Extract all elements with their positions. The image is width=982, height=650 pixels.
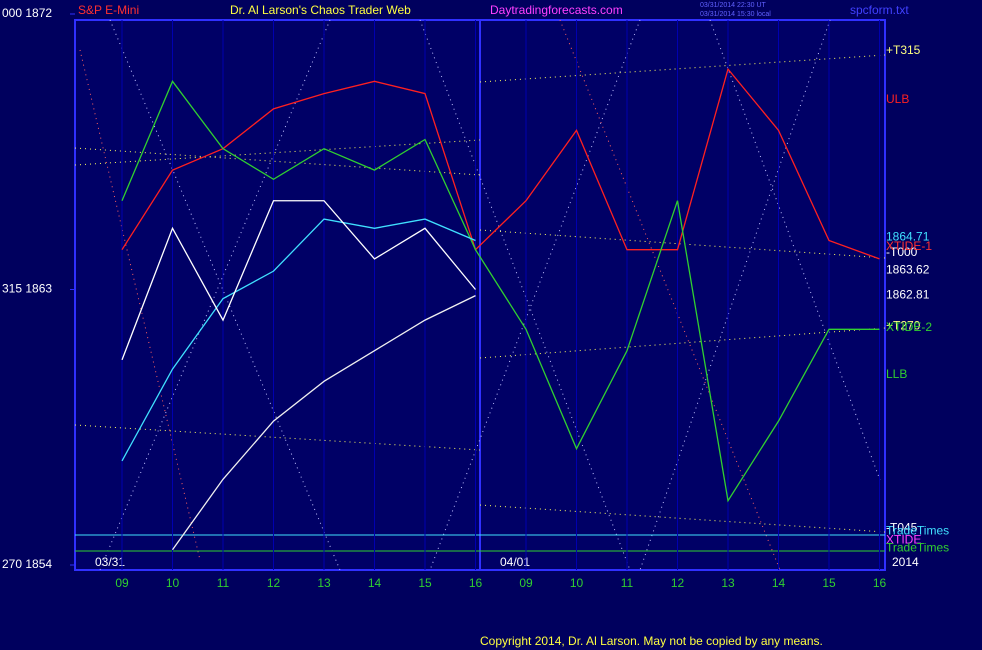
copyright: Copyright 2014, Dr. Al Larson. May not b…	[480, 634, 823, 648]
time-line	[419, 19, 631, 571]
timestamp: 03/31/2014 22:30 UT	[700, 2, 766, 9]
annotation: -T045	[886, 520, 918, 534]
annotation: XTIDE-1	[886, 239, 932, 253]
x-tick-label: 15	[822, 576, 836, 590]
x-tick-label: 15	[418, 576, 432, 590]
x-tick-label: 09	[115, 576, 129, 590]
x-tick-label: 10	[570, 576, 584, 590]
y-tick-label: 270 1854	[2, 557, 52, 571]
x-tick-label: 10	[166, 576, 180, 590]
timestamp: 03/31/2014 15:30 local	[700, 11, 771, 18]
file-name: spcform.txt	[850, 3, 909, 17]
time-line	[639, 19, 831, 571]
x-tick-label: 11	[621, 576, 634, 590]
annotation: 1864.71	[886, 229, 930, 243]
x-tick-label: 14	[368, 576, 382, 590]
series-line	[171, 295, 476, 551]
series-label: ULB	[886, 92, 909, 106]
annotation: TradeTimes	[886, 523, 949, 537]
site: Daytradingforecasts.com	[490, 3, 623, 17]
x-tick-label: 16	[469, 576, 483, 590]
year-label: 2014	[892, 555, 919, 569]
annotation: -T000	[886, 245, 918, 259]
x-tick-label: 11	[217, 576, 230, 590]
x-tick-label: 13	[317, 576, 331, 590]
date-label: 04/01	[500, 555, 530, 569]
annotation: +T270	[886, 318, 921, 332]
annotation: +T315	[886, 43, 921, 57]
series-label: LLB	[886, 367, 907, 381]
time-lines	[74, 19, 886, 571]
time-line	[709, 19, 881, 481]
x-tick-label: 12	[671, 576, 685, 590]
date-label: 03/31	[95, 555, 125, 569]
x-tick-label: 14	[772, 576, 786, 590]
series-line	[121, 80, 880, 503]
series-line	[121, 200, 477, 361]
annotation: XTIDE	[886, 533, 921, 547]
chart-title: Dr. Al Larson's Chaos Trader Web	[230, 3, 411, 17]
y-tick-label: 315 1863	[2, 282, 52, 296]
x-tick-label: 16	[873, 576, 887, 590]
x-tick-label: 13	[721, 576, 735, 590]
annotation: XTIDE-2	[886, 320, 932, 334]
series-line	[121, 218, 476, 462]
y-tick-label: 000 1872	[2, 6, 52, 20]
x-tick-label: 09	[519, 576, 533, 590]
annotation: 1862.81	[886, 287, 930, 301]
instrument: S&P E-Mini	[78, 3, 139, 17]
x-tick-label: 12	[267, 576, 281, 590]
time-line	[429, 19, 641, 571]
annotation: TradeTimes	[886, 540, 949, 554]
annotation: 1863.62	[886, 263, 930, 277]
series-line	[121, 67, 880, 260]
